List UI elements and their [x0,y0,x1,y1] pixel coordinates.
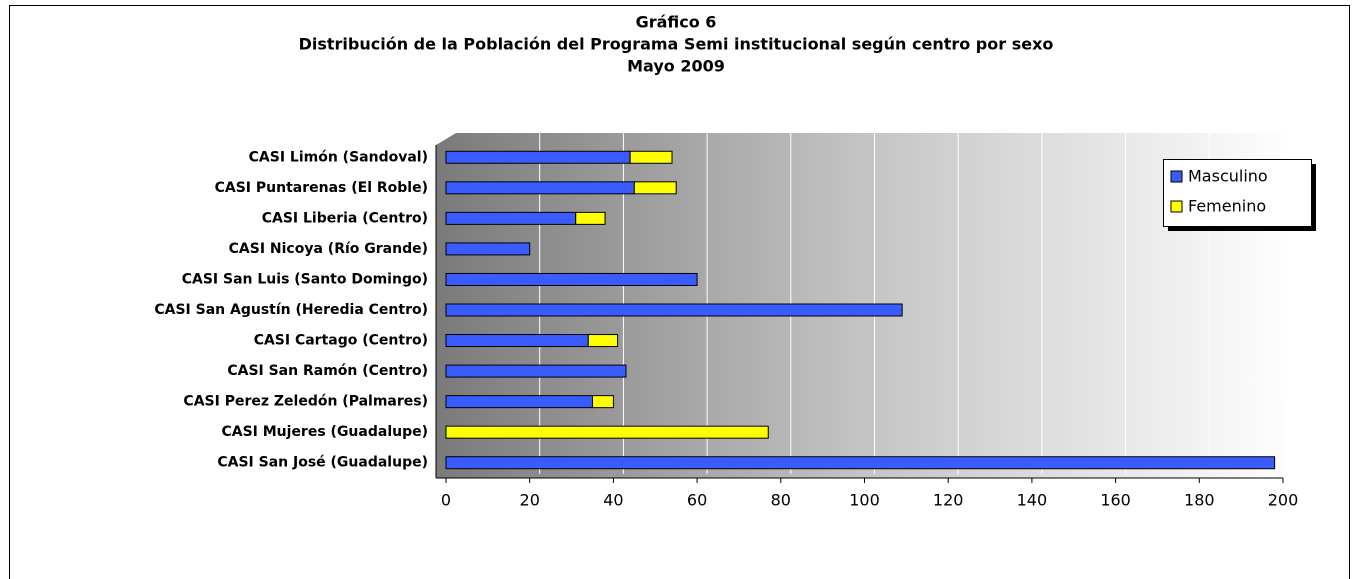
bar [445,150,631,164]
bar [445,364,627,378]
x-tick-label: 180 [1184,491,1215,510]
y-tick-label: CASI San Ramón (Centro) [227,363,428,379]
bar [445,181,635,195]
y-tick-label: CASI Nicoya (Río Grande) [229,241,428,257]
x-tick-label: 140 [1017,491,1048,510]
bar [445,395,593,409]
bar [445,272,698,286]
x-tick-label: 60 [687,491,707,510]
chart-title: Gráfico 6 [636,13,717,32]
x-tick-label: 0 [441,491,451,510]
x-tick-label: 120 [933,491,964,510]
x-tick-label: 80 [771,491,791,510]
bar [445,334,589,348]
y-tick-label: CASI San Luis (Santo Domingo) [182,271,428,287]
y-tick-label: CASI Liberia (Centro) [262,210,428,226]
bar [445,425,769,439]
bar [445,211,577,225]
legend-label: Femenino [1188,197,1266,216]
y-tick-label: CASI San Agustín (Heredia Centro) [154,302,428,318]
bar [445,303,903,317]
x-tick-label: 40 [603,491,623,510]
y-tick-label: CASI Perez Zeledón (Palmares) [183,394,428,410]
legend-swatch [1170,170,1183,183]
bar [633,181,677,195]
bar [591,395,614,409]
bar [587,334,619,348]
legend-label: Masculino [1188,167,1268,186]
x-tick-label: 160 [1100,491,1131,510]
bar [445,242,531,256]
x-tick-label: 20 [520,491,540,510]
chart-title: Mayo 2009 [627,57,725,76]
legend-swatch [1170,200,1183,213]
chart-title: Distribución de la Población del Program… [299,35,1054,54]
y-tick-label: CASI Cartago (Centro) [254,333,428,349]
y-tick-label: CASI San José (Guadalupe) [217,455,428,471]
y-tick-label: CASI Puntarenas (El Roble) [215,180,428,196]
y-tick-label: CASI Limón (Sandoval) [249,149,428,165]
x-tick-label: 200 [1268,491,1299,510]
bar [629,150,673,164]
legend-box [1163,159,1312,227]
x-tick-label: 100 [849,491,880,510]
y-tick-label: CASI Mujeres (Guadalupe) [221,424,428,440]
bar [575,211,606,225]
bar [445,456,1276,470]
